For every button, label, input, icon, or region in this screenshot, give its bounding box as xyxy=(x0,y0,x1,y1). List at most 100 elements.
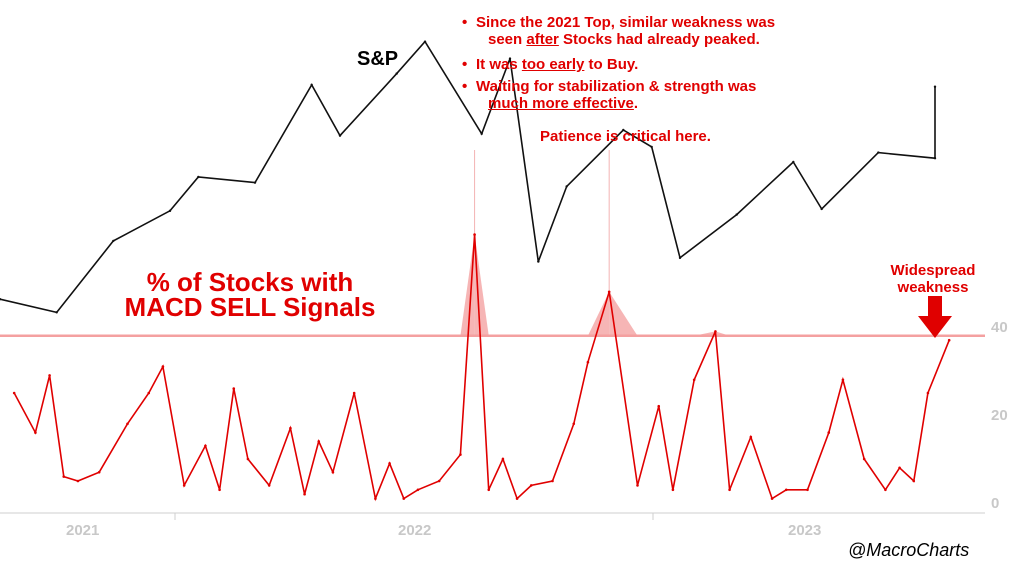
macd-point xyxy=(289,426,292,430)
annotation-bullet-2: • It was too early to Buy. xyxy=(462,56,638,73)
drop-lines-group xyxy=(474,150,610,292)
macd-point xyxy=(898,466,901,470)
sp-point xyxy=(480,132,483,135)
spike-fill xyxy=(587,291,610,336)
macd-point xyxy=(62,475,66,478)
macd-point xyxy=(34,431,37,434)
macd-point xyxy=(671,488,675,492)
macd-point xyxy=(636,484,639,487)
macd-point xyxy=(246,457,250,461)
bullet-2-line-1b: to Buy. xyxy=(584,56,639,73)
sp-point xyxy=(338,134,342,137)
macd-point xyxy=(572,422,576,426)
macd-point xyxy=(827,431,831,434)
sp-chart-title: S&P xyxy=(357,48,399,70)
bullet-3-line-2: . xyxy=(633,95,639,112)
sp-point xyxy=(622,128,625,132)
sp-point xyxy=(310,83,313,87)
macd-point xyxy=(416,488,420,492)
macd-point xyxy=(770,497,774,500)
macd-point xyxy=(884,488,887,492)
macd-point xyxy=(749,435,753,439)
sp-point xyxy=(112,239,115,243)
sp-point xyxy=(820,207,823,211)
sp-point xyxy=(0,298,2,301)
macd-point xyxy=(232,387,236,390)
sp-point xyxy=(792,160,795,164)
macd-point xyxy=(147,391,151,395)
sp-point xyxy=(537,260,540,263)
spike-fill xyxy=(460,234,475,336)
macd-series-group xyxy=(12,233,951,502)
x-tick-2022: 2022 xyxy=(398,522,432,539)
macd-point xyxy=(267,484,271,487)
macd-point xyxy=(912,479,916,483)
bullet-2-line-1a: It was xyxy=(476,56,522,73)
macd-point xyxy=(806,488,809,492)
macd-point xyxy=(437,479,441,483)
macd-point xyxy=(728,488,731,492)
macd-point xyxy=(607,290,611,294)
macd-point xyxy=(947,338,951,342)
macd-point xyxy=(862,457,866,461)
macd-point xyxy=(459,453,462,456)
macd-point xyxy=(374,497,377,500)
macd-point xyxy=(182,484,186,487)
callout-line-1: Widespread xyxy=(890,262,976,279)
callout-arrow-icon xyxy=(918,296,952,338)
bullet-3-emphasis: much more effective xyxy=(488,95,634,112)
macd-point xyxy=(218,488,221,492)
macd-point xyxy=(204,444,207,448)
callout-label: Widespread weakness xyxy=(872,262,994,296)
spike-fill xyxy=(609,291,638,336)
sp-point xyxy=(395,72,398,75)
macd-point xyxy=(586,360,590,364)
x-tick-2021: 2021 xyxy=(66,522,100,539)
x-tick-2023: 2023 xyxy=(788,522,822,539)
macd-point xyxy=(303,492,306,496)
sp-point xyxy=(735,213,738,216)
bullet-3-line-1: Waiting for stabilization & strength was xyxy=(476,78,757,95)
bullet-dot: • xyxy=(462,56,468,73)
macd-point xyxy=(714,330,717,333)
y-tick-40: 40 xyxy=(991,319,1008,336)
sp-point xyxy=(508,57,512,60)
macd-point xyxy=(97,470,101,474)
bullet-dot: • xyxy=(462,14,468,31)
annotation-bullet-1: • Since the 2021 Top, similar weakness wa… xyxy=(462,14,775,48)
macd-point xyxy=(926,391,930,395)
sp-series-group xyxy=(0,40,937,314)
macd-point xyxy=(352,391,356,395)
macd-point xyxy=(841,378,845,382)
arrow-group xyxy=(918,296,952,338)
bullet-1-emphasis: after xyxy=(526,31,559,48)
macd-point xyxy=(161,365,165,368)
macd-point xyxy=(784,488,788,492)
sp-point xyxy=(933,85,937,88)
macd-point xyxy=(126,422,129,426)
sp-point xyxy=(253,181,257,184)
y-tick-20: 20 xyxy=(991,407,1008,424)
macd-point xyxy=(48,374,51,377)
macd-point xyxy=(501,457,505,461)
macd-point xyxy=(402,497,406,500)
macd-point xyxy=(529,484,533,487)
macd-point xyxy=(76,479,80,483)
y-tick-0: 0 xyxy=(991,495,1000,512)
sp-point xyxy=(678,256,682,260)
bullet-1-line-2a: seen xyxy=(488,31,527,48)
sp-point xyxy=(197,175,200,179)
annotation-bullet-3: • Waiting for stabilization & strength wa… xyxy=(462,78,756,112)
axis-group xyxy=(0,512,985,520)
sp-point xyxy=(650,145,653,149)
patience-note: Patience is critical here. xyxy=(540,128,711,145)
macd-point xyxy=(551,479,554,483)
macd-point xyxy=(515,497,519,500)
sp-point xyxy=(55,311,58,314)
sp-point xyxy=(565,185,568,188)
sp-point xyxy=(423,40,427,43)
macd-point xyxy=(12,391,16,395)
bullet-1-line-1: Since the 2021 Top, similar weakness was xyxy=(476,14,776,31)
sp-point xyxy=(933,157,937,160)
macd-point xyxy=(331,470,335,474)
